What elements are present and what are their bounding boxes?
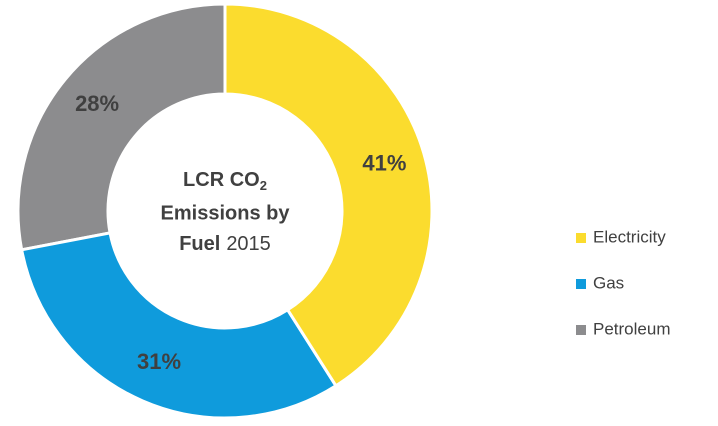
center-title-line2: Emissions by <box>161 202 291 224</box>
title-part: LCR CO <box>183 169 260 191</box>
title-subscript: 2 <box>260 178 267 193</box>
donut-slice <box>16 2 227 252</box>
legend-label: Electricity <box>593 227 666 246</box>
legend-label: Petroleum <box>593 319 670 338</box>
data-label: 41% <box>362 150 406 175</box>
title-part: Fuel <box>179 233 220 255</box>
legend-label: Gas <box>593 273 624 292</box>
center-title-line3: Fuel 2015 <box>179 233 271 255</box>
legend-swatch <box>576 233 586 243</box>
donut-slice <box>223 2 434 388</box>
data-label: 31% <box>137 349 181 374</box>
title-part: 2015 <box>226 233 271 255</box>
legend-swatch <box>576 279 586 289</box>
data-label: 28% <box>75 91 119 116</box>
donut-slice <box>19 231 338 420</box>
legend-swatch <box>576 325 586 335</box>
center-title-line1: LCR CO2 <box>183 169 267 193</box>
